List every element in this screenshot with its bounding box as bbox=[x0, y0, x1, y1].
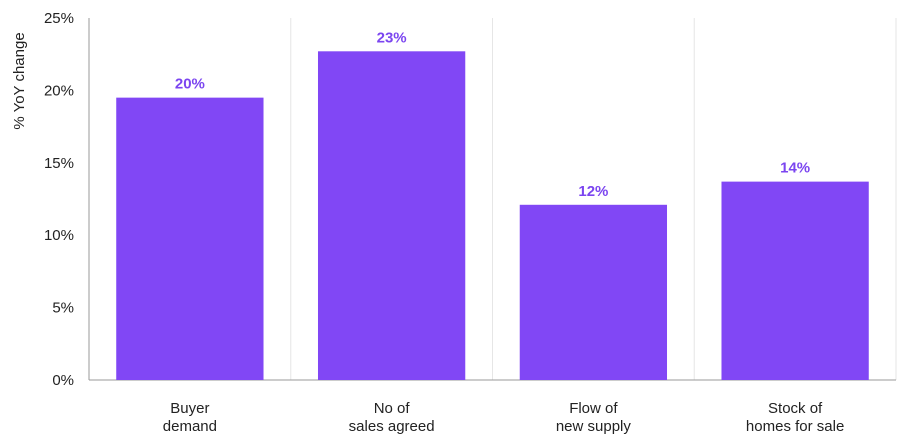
bar bbox=[317, 51, 466, 380]
bar bbox=[116, 97, 264, 380]
y-tick-label: 20% bbox=[44, 82, 74, 99]
y-tick-labels: 0% 5% 10% 15% 20% 25% bbox=[44, 10, 74, 389]
category-label: demand bbox=[163, 418, 217, 434]
y-tick-label: 10% bbox=[44, 227, 74, 244]
category-separators bbox=[290, 18, 897, 380]
category-label: No of bbox=[374, 400, 411, 417]
y-tick-label: 5% bbox=[52, 300, 74, 317]
category-label: Stock of bbox=[768, 400, 823, 417]
bars bbox=[116, 51, 869, 380]
category-label: Buyer bbox=[170, 400, 209, 417]
y-tick-label: 15% bbox=[44, 155, 74, 172]
y-axis-label: % YoY change bbox=[11, 32, 28, 129]
data-label: 23% bbox=[377, 29, 407, 46]
category-label: sales agreed bbox=[349, 418, 435, 434]
data-labels: 20% 23% 12% 14% bbox=[175, 29, 810, 199]
category-label: Flow of bbox=[569, 400, 618, 417]
data-label: 14% bbox=[780, 160, 810, 177]
bar bbox=[721, 181, 869, 380]
category-label: homes for sale bbox=[746, 418, 844, 434]
bar bbox=[519, 204, 668, 380]
data-label: 12% bbox=[578, 183, 608, 200]
category-label: new supply bbox=[556, 418, 632, 434]
data-label: 20% bbox=[175, 76, 205, 93]
y-tick-label: 25% bbox=[44, 10, 74, 27]
y-tick-label: 0% bbox=[52, 372, 74, 389]
